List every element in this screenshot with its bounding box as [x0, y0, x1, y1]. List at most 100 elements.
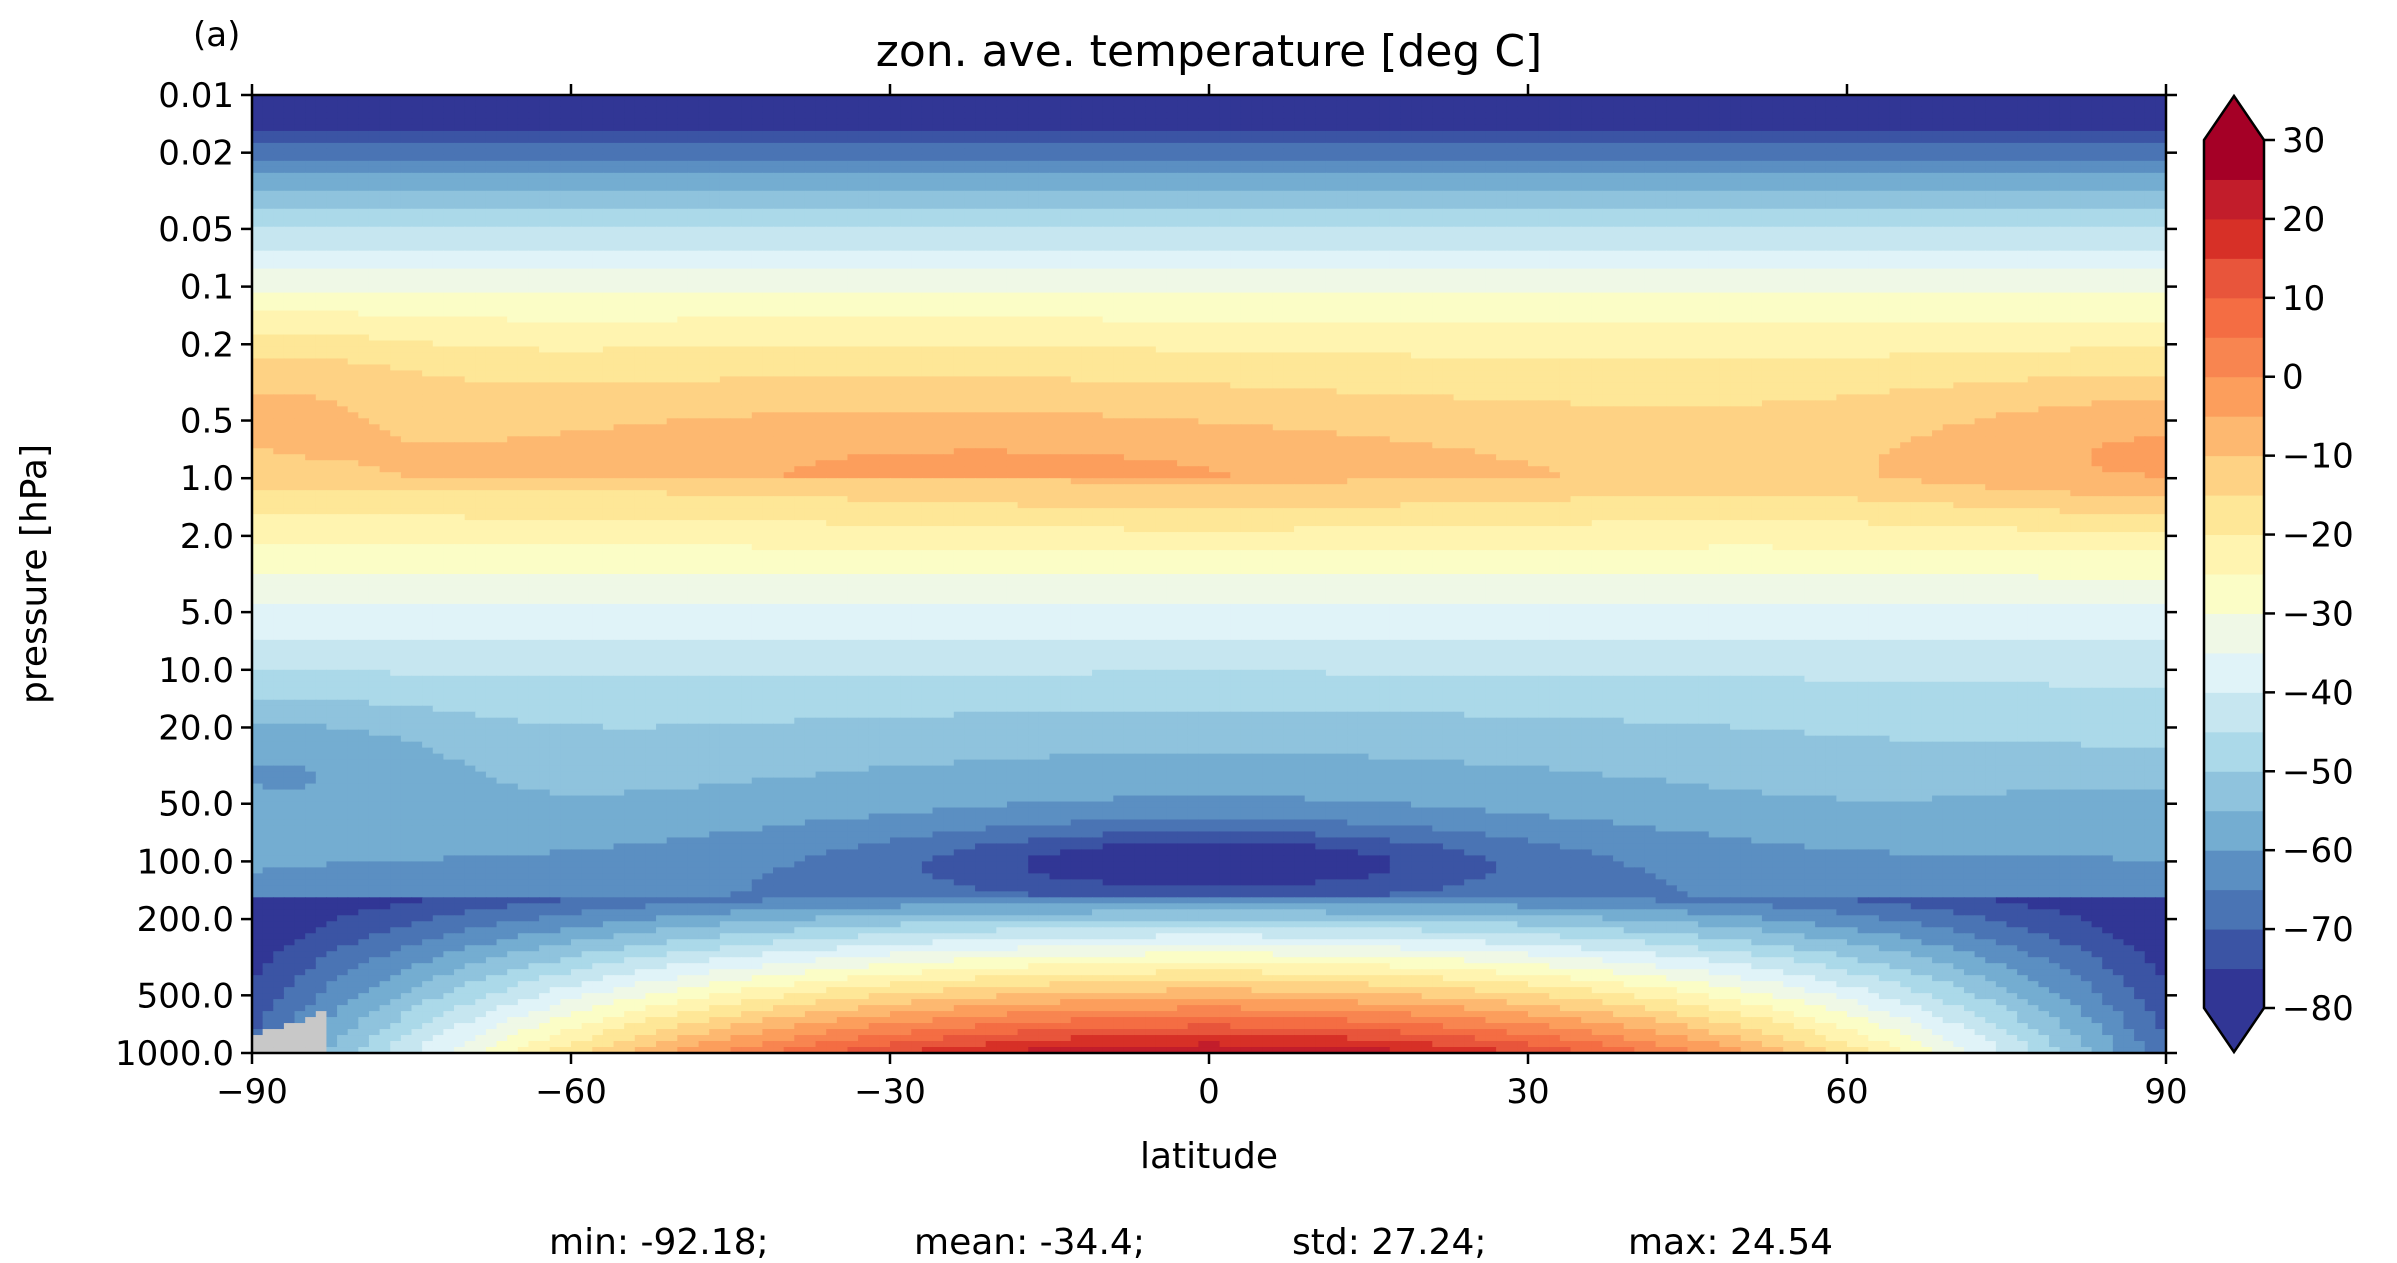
field-cell: [1049, 232, 1061, 240]
field-cell: [890, 136, 902, 144]
field-cell: [1581, 148, 1593, 156]
field-cell: [1900, 244, 1912, 252]
field-cell: [2091, 95, 2103, 102]
field-cell: [560, 220, 572, 228]
field-cell: [571, 244, 583, 252]
field-cell: [1528, 130, 1540, 138]
field-cell: [390, 184, 402, 192]
field-cell: [358, 106, 370, 114]
field-cell: [1613, 172, 1625, 180]
field-cell: [2017, 190, 2029, 198]
field-cell: [1815, 208, 1827, 216]
field-cell: [2038, 244, 2050, 252]
field-cell: [1974, 238, 1986, 246]
field-cell: [1166, 184, 1178, 192]
field-cell: [1900, 220, 1912, 228]
field-cell: [1294, 196, 1306, 204]
field-cell: [613, 238, 625, 246]
field-cell: [858, 226, 870, 234]
field-cell: [549, 184, 561, 192]
field-cell: [773, 136, 785, 144]
field-cell: [1411, 250, 1423, 258]
field-cell: [1655, 154, 1667, 162]
field-cell: [1123, 226, 1136, 234]
field-cell: [1357, 232, 1370, 240]
field-cell: [751, 250, 763, 258]
field-cell: [762, 244, 774, 252]
field-cell: [326, 208, 338, 216]
field-cell: [1209, 95, 1221, 102]
field-cell: [549, 226, 561, 234]
field-cell: [645, 232, 657, 240]
field-cell: [826, 166, 838, 174]
field-cell: [560, 208, 572, 216]
field-cell: [1995, 106, 2008, 114]
field-cell: [1570, 220, 1582, 228]
field-cell: [1155, 214, 1168, 222]
field-cell: [1081, 208, 1093, 216]
field-cell: [2027, 142, 2039, 150]
field-cell: [624, 154, 636, 162]
field-cell: [858, 220, 870, 228]
field-cell: [2134, 154, 2146, 162]
field-cell: [1719, 142, 1731, 150]
field-cell: [1900, 232, 1912, 240]
field-cell: [1538, 202, 1550, 210]
field-cell: [1230, 106, 1242, 114]
field-cell: [273, 238, 285, 246]
field-cell: [422, 184, 434, 192]
field-cell: [1464, 256, 1476, 264]
field-cell: [762, 214, 774, 222]
field-cell: [539, 160, 551, 168]
field-cell: [624, 130, 636, 138]
field-cell: [1464, 112, 1476, 120]
field-cell: [390, 226, 402, 234]
field-cell: [1177, 214, 1189, 222]
field-cell: [1613, 226, 1625, 234]
field-cell: [666, 238, 678, 246]
field-cell: [868, 220, 880, 228]
field-cell: [1251, 95, 1263, 102]
field-cell: [517, 106, 530, 114]
field-cell: [1921, 124, 1933, 132]
field-cell: [358, 118, 370, 126]
field-cell: [539, 226, 551, 234]
field-cell: [1836, 136, 1848, 144]
field-cell: [1464, 160, 1476, 168]
field-cell: [1783, 172, 1795, 180]
field-cell: [1698, 124, 1710, 132]
field-cell: [1411, 130, 1423, 138]
field-cell: [1166, 244, 1178, 252]
field-cell: [485, 220, 498, 228]
field-cell: [687, 142, 700, 150]
field-cell: [613, 190, 625, 198]
field-cell: [624, 244, 636, 252]
field-cell: [1262, 100, 1274, 108]
field-cell: [1357, 202, 1370, 210]
field-cell: [507, 166, 519, 174]
field-cell: [1145, 226, 1157, 234]
field-cell: [1804, 184, 1816, 192]
field-cell: [1251, 160, 1263, 168]
field-cell: [1528, 166, 1540, 174]
field-cell: [2070, 142, 2082, 150]
field-cell: [2038, 130, 2050, 138]
field-cell: [1666, 178, 1678, 186]
field-cell: [422, 112, 434, 120]
field-cell: [1379, 160, 1391, 168]
field-cell: [1910, 178, 1923, 186]
field-cell: [1145, 130, 1157, 138]
field-cell: [560, 190, 572, 198]
field-cell: [432, 196, 444, 204]
field-cell: [1549, 256, 1561, 264]
field-cell: [549, 250, 561, 258]
field-cell: [2155, 196, 2166, 204]
field-cell: [858, 136, 870, 144]
field-cell: [1294, 232, 1306, 240]
field-cell: [858, 118, 870, 126]
field-cell: [1708, 184, 1720, 192]
field-cell: [1613, 148, 1625, 156]
field-cell: [1102, 148, 1114, 156]
field-cell: [1038, 208, 1051, 216]
field-cell: [677, 100, 689, 108]
